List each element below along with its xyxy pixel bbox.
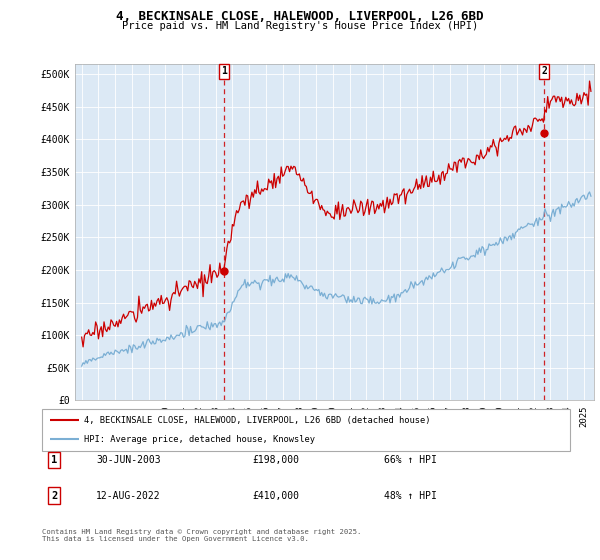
Text: 1: 1 <box>51 455 57 465</box>
Text: £198,000: £198,000 <box>252 455 299 465</box>
Text: 4, BECKINSALE CLOSE, HALEWOOD, LIVERPOOL, L26 6BD (detached house): 4, BECKINSALE CLOSE, HALEWOOD, LIVERPOOL… <box>84 416 431 424</box>
Text: HPI: Average price, detached house, Knowsley: HPI: Average price, detached house, Know… <box>84 435 315 444</box>
Text: 66% ↑ HPI: 66% ↑ HPI <box>384 455 437 465</box>
FancyBboxPatch shape <box>42 409 570 451</box>
Text: Price paid vs. HM Land Registry's House Price Index (HPI): Price paid vs. HM Land Registry's House … <box>122 21 478 31</box>
Text: Contains HM Land Registry data © Crown copyright and database right 2025.
This d: Contains HM Land Registry data © Crown c… <box>42 529 361 542</box>
Text: 4, BECKINSALE CLOSE, HALEWOOD, LIVERPOOL, L26 6BD: 4, BECKINSALE CLOSE, HALEWOOD, LIVERPOOL… <box>116 10 484 23</box>
Text: 48% ↑ HPI: 48% ↑ HPI <box>384 491 437 501</box>
Text: 12-AUG-2022: 12-AUG-2022 <box>96 491 161 501</box>
Text: 30-JUN-2003: 30-JUN-2003 <box>96 455 161 465</box>
Text: 1: 1 <box>221 66 227 76</box>
Text: 2: 2 <box>51 491 57 501</box>
Text: £410,000: £410,000 <box>252 491 299 501</box>
Text: 2: 2 <box>541 66 547 76</box>
